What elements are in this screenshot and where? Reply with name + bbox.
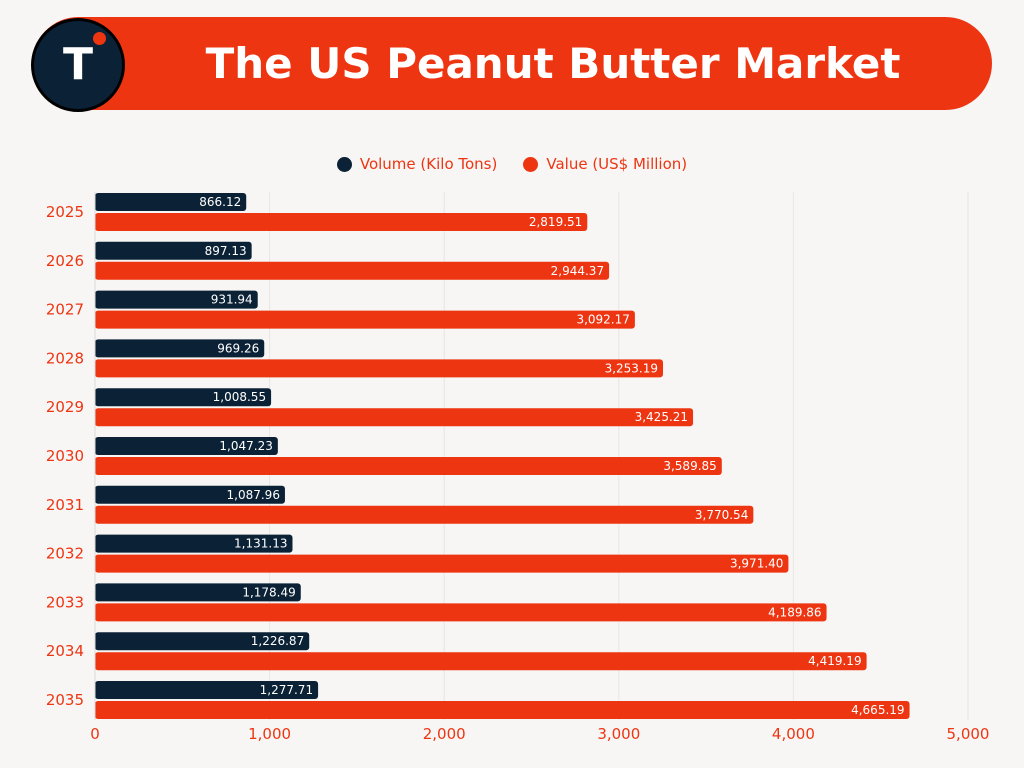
x-tick-label: 3,000 <box>597 725 640 743</box>
y-tick-label: 2030 <box>46 447 84 465</box>
data-label: 1,178.49 <box>242 585 295 599</box>
bar-volume <box>95 290 258 309</box>
bar-volume <box>95 632 310 651</box>
brand-logo: T <box>31 18 125 112</box>
y-tick-label: 2027 <box>46 301 84 319</box>
y-tick-label: 2028 <box>46 349 84 367</box>
data-label: 1,008.55 <box>213 390 266 404</box>
data-label: 1,087.96 <box>227 488 280 502</box>
legend-dot-volume-icon <box>336 156 352 172</box>
y-tick-label: 2031 <box>46 496 84 514</box>
y-tick-label: 2026 <box>46 252 84 270</box>
x-tick-label: 2,000 <box>423 725 466 743</box>
page-title: The US Peanut Butter Market <box>205 39 901 88</box>
y-tick-label: 2025 <box>46 203 84 221</box>
data-label: 2,944.37 <box>551 264 604 278</box>
x-tick-label: 1,000 <box>248 725 291 743</box>
bar-volume <box>95 534 293 553</box>
data-label: 4,419.19 <box>808 654 861 668</box>
x-tick-label: 4,000 <box>772 725 815 743</box>
data-label: 2,819.51 <box>529 215 582 229</box>
logo-letter: T <box>62 39 93 90</box>
logo-dot-icon <box>93 32 106 45</box>
title-banner <box>32 17 992 110</box>
y-tick-label: 2033 <box>46 593 84 611</box>
y-tick-label: 2034 <box>46 642 84 660</box>
bar-volume <box>95 241 252 260</box>
data-label: 1,226.87 <box>251 634 304 648</box>
data-label: 4,665.19 <box>851 703 904 717</box>
bar-volume <box>95 583 301 602</box>
legend-dot-value-icon <box>523 156 539 172</box>
bar-value <box>95 652 867 671</box>
bar-value <box>95 554 789 573</box>
bar-volume <box>95 485 285 504</box>
data-label: 969.26 <box>217 341 259 355</box>
data-label: 3,425.21 <box>635 410 688 424</box>
bar-volume <box>95 193 247 211</box>
bar-value <box>95 408 694 427</box>
bar-value <box>95 213 588 231</box>
data-label: 866.12 <box>199 195 241 209</box>
legend-label-volume: Volume (Kilo Tons) <box>359 155 498 173</box>
legend-item-volume: Volume (Kilo Tons) <box>336 155 498 173</box>
data-label: 3,971.40 <box>730 557 783 571</box>
legend-label-value: Value (US$ Million) <box>546 155 688 173</box>
legend-item-value: Value (US$ Million) <box>523 155 687 173</box>
bar-value <box>95 457 722 475</box>
bar-value <box>95 603 827 622</box>
bar-volume <box>95 388 272 407</box>
data-label: 3,253.19 <box>605 361 658 375</box>
data-label: 897.13 <box>205 244 247 258</box>
y-tick-label: 2029 <box>46 398 84 416</box>
x-tick-label: 5,000 <box>947 725 990 743</box>
data-label: 931.94 <box>211 293 253 307</box>
data-label: 1,277.71 <box>260 683 313 697</box>
data-label: 3,092.17 <box>576 313 629 327</box>
bar-value <box>95 359 664 378</box>
data-label: 4,189.86 <box>768 605 821 619</box>
y-tick-label: 2032 <box>46 545 84 563</box>
y-tick-label: 2035 <box>46 691 84 709</box>
data-label: 1,131.13 <box>234 537 287 551</box>
bar-value <box>95 701 910 719</box>
chart-legend: Volume (Kilo Tons) Value (US$ Million) <box>0 152 1024 176</box>
data-label: 3,589.85 <box>663 459 716 473</box>
x-tick-label: 0 <box>90 725 100 743</box>
data-label: 1,047.23 <box>219 439 272 453</box>
bar-value <box>95 310 635 329</box>
data-label: 3,770.54 <box>695 508 748 522</box>
bar-volume <box>95 339 265 358</box>
bar-value <box>95 261 610 280</box>
bar-volume <box>95 437 278 455</box>
bar-value <box>95 505 754 524</box>
bar-volume <box>95 681 319 699</box>
